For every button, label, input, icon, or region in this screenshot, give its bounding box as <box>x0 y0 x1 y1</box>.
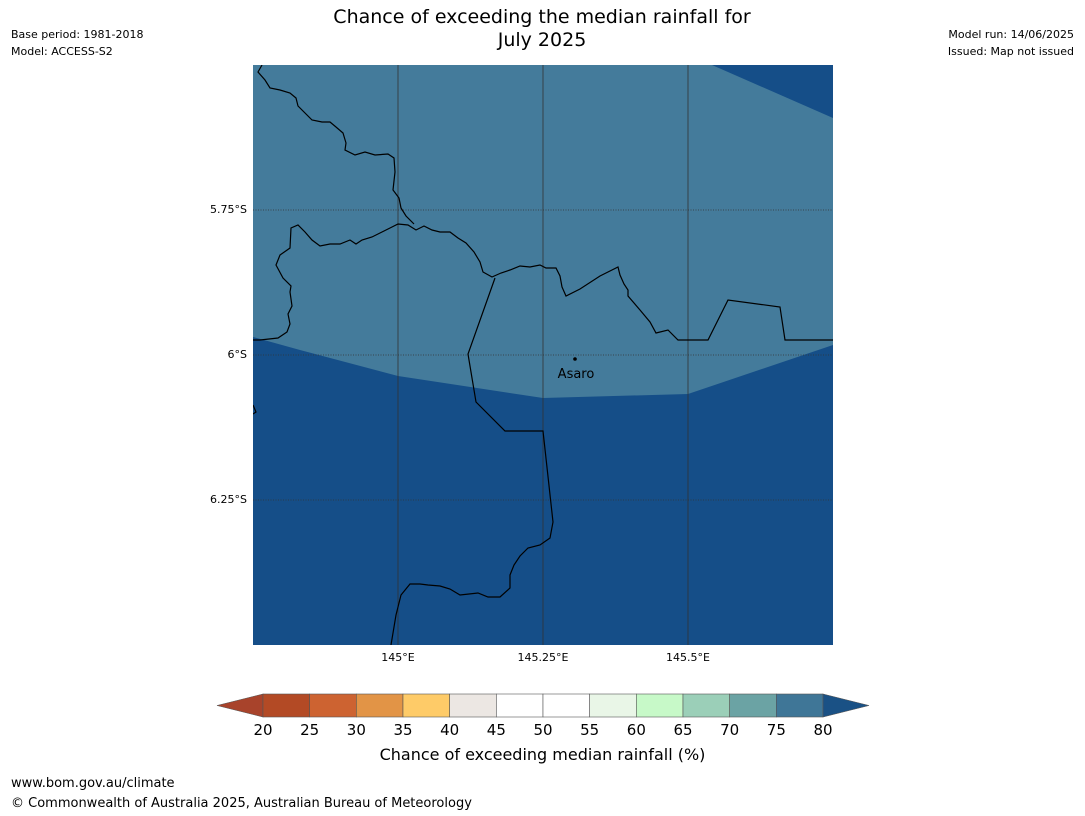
colorbar-over-arrow <box>822 693 870 718</box>
title-line-1: Chance of exceeding the median rainfall … <box>333 6 751 28</box>
meta-left: Base period: 1981-2018 Model: ACCESS-S2 <box>11 26 143 60</box>
title-line-2: July 2025 <box>497 29 587 51</box>
colorbar-label: Chance of exceeding median rainfall (%) <box>379 745 706 764</box>
colorbar-segment-50-55 <box>542 693 590 718</box>
band-75-80-northeast <box>712 65 833 118</box>
border-north <box>257 65 415 225</box>
colorbar-segment-55-60 <box>589 693 637 718</box>
colorbar-tick-30: 30 <box>347 721 366 739</box>
colorbar: 20 25 30 35 40 45 50 55 60 65 70 75 80 <box>216 693 870 739</box>
lon-label-145: 145°E <box>381 651 414 664</box>
colorbar-segment-25-30 <box>309 693 357 718</box>
asaro-label: Asaro <box>558 367 595 382</box>
lat-label-5-75: 5.75°S <box>210 203 247 216</box>
colorbar-tick-65: 65 <box>673 721 692 739</box>
colorbar-tick-55: 55 <box>580 721 599 739</box>
colorbar-segment-35-40 <box>402 693 450 718</box>
border-west-edge <box>253 404 257 415</box>
colorbar-tick-60: 60 <box>627 721 646 739</box>
base-period: Base period: 1981-2018 <box>11 28 144 41</box>
province-borders <box>253 65 833 645</box>
colorbar-tick-20: 20 <box>253 721 272 739</box>
colorbar-tick-40: 40 <box>440 721 459 739</box>
colorbar-segment-65-70 <box>682 693 730 718</box>
colorbar-segment-75-80 <box>776 693 824 718</box>
map-panel <box>253 65 833 645</box>
issued-status: Issued: Map not issued <box>947 45 1074 58</box>
colorbar-tick-70: 70 <box>720 721 739 739</box>
colorbar-segment-30-35 <box>356 693 404 718</box>
map-title: Chance of exceeding the median rainfall … <box>242 6 842 52</box>
lon-label-145-25: 145.25°E <box>518 651 569 664</box>
colorbar-segment-70-75 <box>729 693 777 718</box>
meta-right: Model run: 14/06/2025 Issued: Map not is… <box>948 26 1074 60</box>
colorbar-tick-80: 80 <box>813 721 832 739</box>
model-name: Model: ACCESS-S2 <box>11 45 113 58</box>
graticule <box>253 65 833 645</box>
lat-label-6: 6°S <box>228 348 247 361</box>
footer-copyright: © Commonwealth of Australia 2025, Austra… <box>11 796 472 811</box>
colorbar-segment-40-45 <box>449 693 497 718</box>
lon-label-145-5: 145.5°E <box>666 651 710 664</box>
model-run: Model run: 14/06/2025 <box>948 28 1074 41</box>
colorbar-segment-45-50 <box>496 693 544 718</box>
border-ridge <box>253 223 833 341</box>
colorbar-tick-35: 35 <box>393 721 412 739</box>
border-west-spur <box>390 277 554 645</box>
colorbar-tick-75: 75 <box>767 721 786 739</box>
colorbar-tick-25: 25 <box>300 721 319 739</box>
colorbar-segment-20-25 <box>262 693 310 718</box>
colorbar-tick-50: 50 <box>533 721 552 739</box>
footer-url[interactable]: www.bom.gov.au/climate <box>11 776 175 791</box>
colorbar-segment-60-65 <box>636 693 684 718</box>
colorbar-tick-45: 45 <box>487 721 506 739</box>
lat-label-6-25: 6.25°S <box>210 493 247 506</box>
asaro-marker <box>573 357 577 361</box>
colorbar-under-arrow <box>216 693 264 718</box>
